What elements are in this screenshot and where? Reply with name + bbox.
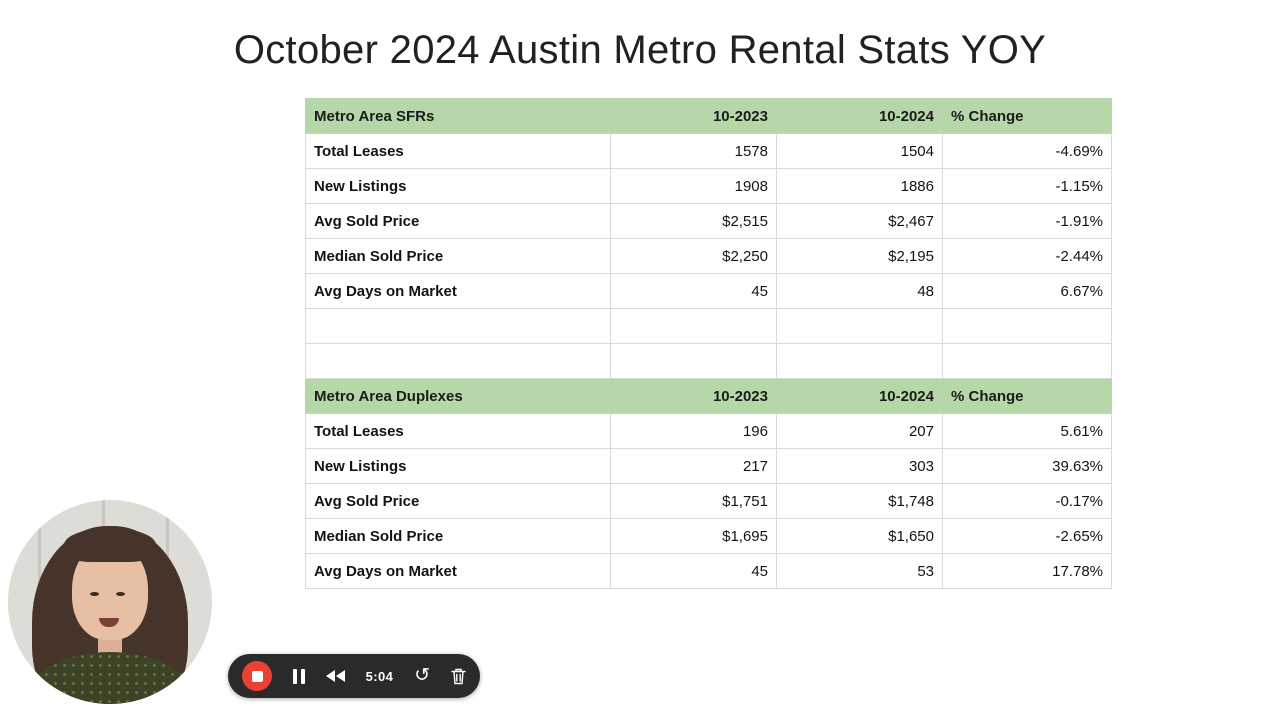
pct-change-cell: 6.67% [942, 273, 1112, 309]
table-row: New Listings 1908 1886 -1.15% [305, 168, 1112, 204]
table-header-row: Metro Area SFRs 10-2023 10-2024 % Change [305, 98, 1112, 134]
table-header-row: Metro Area Duplexes 10-2023 10-2024 % Ch… [305, 378, 1112, 414]
value-cell: 1908 [610, 168, 777, 204]
stop-icon [251, 670, 263, 682]
column-header-2024: 10-2024 [776, 378, 943, 414]
pct-change-cell: -1.15% [942, 168, 1112, 204]
pct-change-cell: 5.61% [942, 413, 1112, 449]
value-cell: 1578 [610, 133, 777, 169]
value-cell: $1,751 [610, 483, 777, 519]
value-cell: $2,467 [776, 203, 943, 239]
page-title: October 2024 Austin Metro Rental Stats Y… [233, 28, 1047, 72]
value-cell: 1504 [776, 133, 943, 169]
pct-change-cell: -4.69% [942, 133, 1112, 169]
section-title-sfr: Metro Area SFRs [305, 98, 611, 134]
presenter-mouth [99, 618, 119, 627]
column-header-2024: 10-2024 [776, 98, 943, 134]
value-cell: 1886 [776, 168, 943, 204]
pct-change-cell: 39.63% [942, 448, 1112, 484]
value-cell: 45 [610, 273, 777, 309]
table-row: New Listings 217 303 39.63% [305, 448, 1112, 484]
value-cell: $2,250 [610, 238, 777, 274]
table-row: Avg Sold Price $2,515 $2,467 -1.91% [305, 203, 1112, 239]
table-row: Avg Days on Market 45 53 17.78% [305, 553, 1112, 589]
value-cell: 196 [610, 413, 777, 449]
value-cell: 207 [776, 413, 943, 449]
row-label-cell: Total Leases [305, 133, 611, 169]
pct-change-cell: -0.17% [942, 483, 1112, 519]
table-row: Avg Sold Price $1,751 $1,748 -0.17% [305, 483, 1112, 519]
column-header-change: % Change [942, 378, 1112, 414]
presenter-eye [90, 592, 99, 596]
rewind-icon [325, 670, 345, 682]
column-header-2023: 10-2023 [610, 378, 777, 414]
recording-timer: 5:04 [365, 668, 394, 684]
webcam-bubble[interactable] [8, 500, 212, 704]
value-cell: $2,515 [610, 203, 777, 239]
row-label-cell: Median Sold Price [305, 238, 611, 274]
pause-button[interactable] [292, 668, 305, 684]
value-cell: 53 [776, 553, 943, 589]
row-label-cell: Total Leases [305, 413, 611, 449]
table-row: Total Leases 1578 1504 -4.69% [305, 133, 1112, 169]
value-cell: 303 [776, 448, 943, 484]
delete-recording-button[interactable] [451, 668, 466, 685]
row-label-cell: Avg Days on Market [305, 553, 611, 589]
rewind-button[interactable] [325, 670, 345, 682]
table-row: Median Sold Price $1,695 $1,650 -2.65% [305, 518, 1112, 554]
pause-icon [292, 668, 297, 684]
value-cell: $1,650 [776, 518, 943, 554]
pct-change-cell: -2.65% [942, 518, 1112, 554]
recording-control-bar[interactable]: 5:04 ↺ [228, 654, 480, 698]
value-cell: 48 [776, 273, 943, 309]
column-header-2023: 10-2023 [610, 98, 777, 134]
restart-icon: ↺ [414, 664, 431, 686]
row-label-cell: Median Sold Price [305, 518, 611, 554]
row-label-cell: New Listings [305, 168, 611, 204]
empty-row [305, 308, 1112, 344]
column-header-change: % Change [942, 98, 1112, 134]
pct-change-cell: -2.44% [942, 238, 1112, 274]
value-cell: $1,748 [776, 483, 943, 519]
value-cell: $2,195 [776, 238, 943, 274]
value-cell: $1,695 [610, 518, 777, 554]
presenter-hair-fringe [64, 528, 156, 562]
table-row: Median Sold Price $2,250 $2,195 -2.44% [305, 238, 1112, 274]
row-label-cell: Avg Sold Price [305, 483, 611, 519]
presenter-eye [116, 592, 125, 596]
section-title-duplex: Metro Area Duplexes [305, 378, 611, 414]
pct-change-cell: -1.91% [942, 203, 1112, 239]
value-cell: 217 [610, 448, 777, 484]
table-row: Total Leases 196 207 5.61% [305, 413, 1112, 449]
value-cell: 45 [610, 553, 777, 589]
stop-recording-button[interactable] [242, 661, 272, 691]
empty-row [305, 343, 1112, 379]
trash-icon [451, 668, 466, 684]
pct-change-cell: 17.78% [942, 553, 1112, 589]
row-label-cell: New Listings [305, 448, 611, 484]
table-row: Avg Days on Market 45 48 6.67% [305, 273, 1112, 309]
row-label-cell: Avg Days on Market [305, 273, 611, 309]
row-label-cell: Avg Sold Price [305, 203, 611, 239]
rental-stats-table: Metro Area SFRs 10-2023 10-2024 % Change… [305, 98, 1112, 589]
restart-recording-button[interactable]: ↺ [414, 666, 430, 685]
